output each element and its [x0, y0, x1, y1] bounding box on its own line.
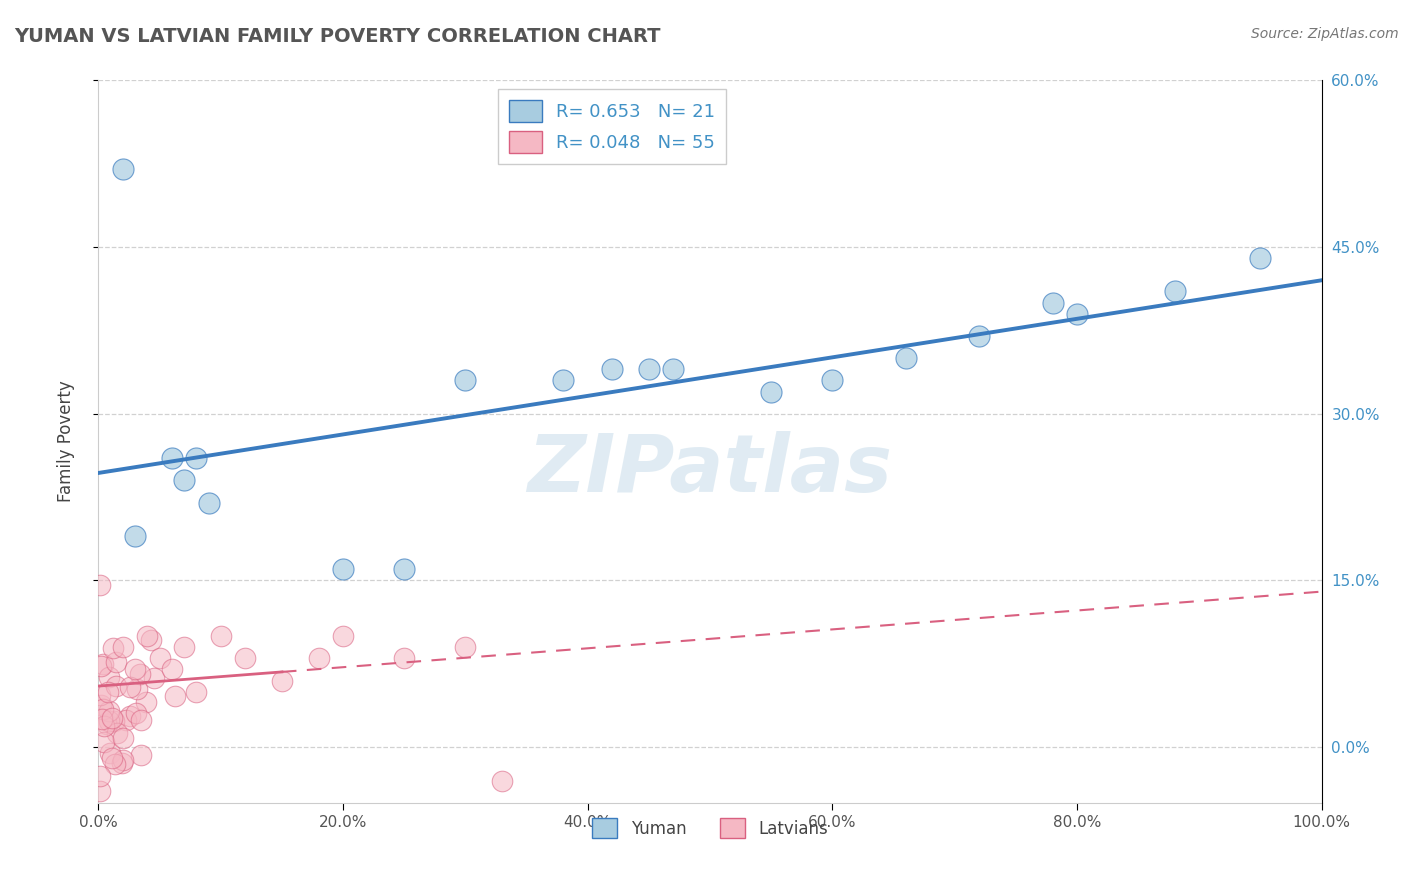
Point — [270, 673, 294, 688]
Point — [89, 688, 111, 702]
Point — [392, 651, 416, 665]
Point — [160, 662, 183, 676]
Point — [173, 474, 195, 488]
Point — [1066, 307, 1088, 321]
Point — [129, 713, 152, 727]
Point — [142, 671, 165, 685]
Point — [111, 753, 134, 767]
Point — [91, 657, 114, 672]
Point — [160, 451, 183, 466]
Point — [1250, 251, 1272, 265]
Point — [454, 373, 477, 387]
Point — [104, 656, 127, 670]
Point — [136, 629, 159, 643]
Point — [90, 658, 112, 673]
Point — [129, 667, 152, 681]
Point — [89, 769, 111, 783]
Point — [600, 362, 623, 376]
Point — [90, 712, 112, 726]
Legend: Yuman, Latvians: Yuman, Latvians — [586, 812, 834, 845]
Point — [93, 735, 115, 749]
Point — [93, 702, 115, 716]
Point — [111, 756, 134, 770]
Point — [104, 756, 127, 771]
Point — [124, 662, 146, 676]
Point — [100, 746, 122, 760]
Point — [100, 711, 122, 725]
Point — [98, 714, 121, 728]
Point — [124, 529, 146, 543]
Point — [637, 362, 661, 376]
Point — [308, 651, 330, 665]
Point — [332, 629, 354, 643]
Point — [129, 747, 152, 762]
Point — [103, 640, 125, 655]
Point — [125, 706, 148, 720]
Point — [111, 731, 134, 745]
Point — [105, 726, 128, 740]
Point — [149, 651, 172, 665]
Point — [101, 751, 124, 765]
Point — [114, 713, 136, 727]
Point — [93, 719, 115, 733]
Point — [332, 562, 354, 576]
Point — [233, 651, 256, 665]
Point — [118, 681, 141, 695]
Point — [105, 680, 128, 694]
Point — [96, 716, 118, 731]
Point — [135, 695, 157, 709]
Point — [1164, 285, 1187, 299]
Text: ZIPatlas: ZIPatlas — [527, 432, 893, 509]
Point — [90, 698, 112, 712]
Point — [761, 384, 783, 399]
Point — [89, 577, 111, 591]
Point — [894, 351, 917, 366]
Point — [173, 640, 195, 655]
Point — [141, 632, 163, 647]
Point — [186, 684, 208, 698]
Point — [89, 783, 111, 797]
Point — [98, 670, 121, 684]
Point — [197, 496, 219, 510]
Point — [821, 373, 844, 387]
Point — [392, 562, 416, 576]
Point — [118, 709, 141, 723]
Point — [491, 773, 513, 788]
Point — [553, 373, 575, 387]
Point — [967, 329, 990, 343]
Point — [103, 714, 125, 729]
Point — [97, 704, 120, 718]
Point — [165, 689, 187, 703]
Point — [1042, 295, 1064, 310]
Point — [662, 362, 685, 376]
Y-axis label: Family Poverty: Family Poverty — [56, 381, 75, 502]
Point — [97, 685, 120, 699]
Point — [111, 640, 134, 655]
Point — [454, 640, 477, 655]
Point — [186, 451, 208, 466]
Point — [111, 162, 134, 177]
Point — [125, 682, 148, 697]
Text: YUMAN VS LATVIAN FAMILY POVERTY CORRELATION CHART: YUMAN VS LATVIAN FAMILY POVERTY CORRELAT… — [14, 27, 661, 45]
Point — [209, 629, 232, 643]
Text: Source: ZipAtlas.com: Source: ZipAtlas.com — [1251, 27, 1399, 41]
